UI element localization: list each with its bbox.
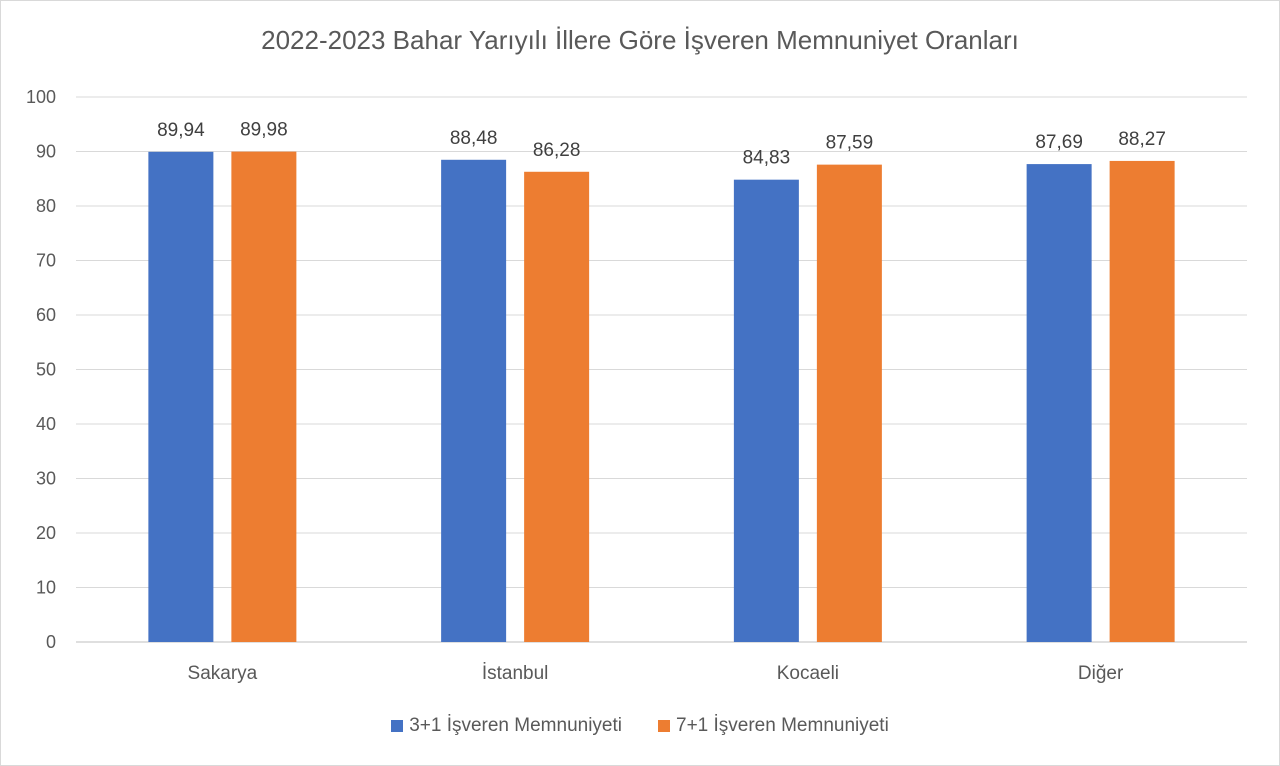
- bar: [816, 164, 882, 642]
- y-tick-label: 80: [36, 196, 56, 216]
- legend-swatch: [391, 720, 404, 732]
- category-label: Sakarya: [188, 663, 258, 684]
- data-label: 87,69: [1035, 132, 1083, 153]
- legend-item: 3+1 İşveren Memnuniyeti: [391, 715, 622, 737]
- bar: [733, 179, 799, 642]
- y-tick-label: 90: [36, 142, 56, 162]
- data-label: 84,83: [743, 148, 791, 169]
- y-tick-label: 30: [36, 469, 56, 489]
- category-label: Kocaeli: [777, 663, 839, 684]
- chart-title: 2022-2023 Bahar Yarıyılı İllere Göre İşv…: [261, 25, 1019, 55]
- legend-label: 3+1 İşveren Memnuniyeti: [409, 715, 622, 736]
- legend-item: 7+1 İşveren Memnuniyeti: [658, 715, 889, 737]
- bar: [231, 151, 297, 642]
- bar: [1109, 160, 1175, 642]
- y-tick-label: 70: [36, 251, 56, 271]
- y-tick-label: 40: [36, 414, 56, 434]
- data-label: 87,59: [826, 133, 874, 154]
- bar: [1026, 164, 1092, 643]
- legend-label: 7+1 İşveren Memnuniyeti: [676, 715, 889, 736]
- data-label: 89,94: [157, 120, 205, 141]
- category-label: İstanbul: [482, 663, 549, 684]
- bar: [148, 151, 214, 642]
- data-label: 89,98: [240, 120, 288, 141]
- data-label: 88,48: [450, 128, 498, 149]
- data-label: 88,27: [1118, 129, 1166, 150]
- bar: [524, 171, 590, 643]
- y-tick-label: 60: [36, 305, 56, 325]
- y-tick-label: 20: [36, 523, 56, 543]
- category-label: Diğer: [1078, 663, 1124, 684]
- y-tick-label: 50: [36, 360, 56, 380]
- y-tick-label: 100: [26, 87, 56, 107]
- data-label: 86,28: [533, 140, 581, 161]
- bar: [441, 159, 507, 642]
- y-tick-label: 0: [46, 632, 56, 652]
- legend: 3+1 İşveren Memnuniyeti 7+1 İşveren Memnu…: [1, 715, 1279, 737]
- plot-area: 0 10 20 30 40 50 60 70 80 90 100 89,94 89,98 Sakarya 8…: [26, 87, 1247, 684]
- y-tick-label: 10: [36, 578, 56, 598]
- legend-swatch: [658, 720, 670, 732]
